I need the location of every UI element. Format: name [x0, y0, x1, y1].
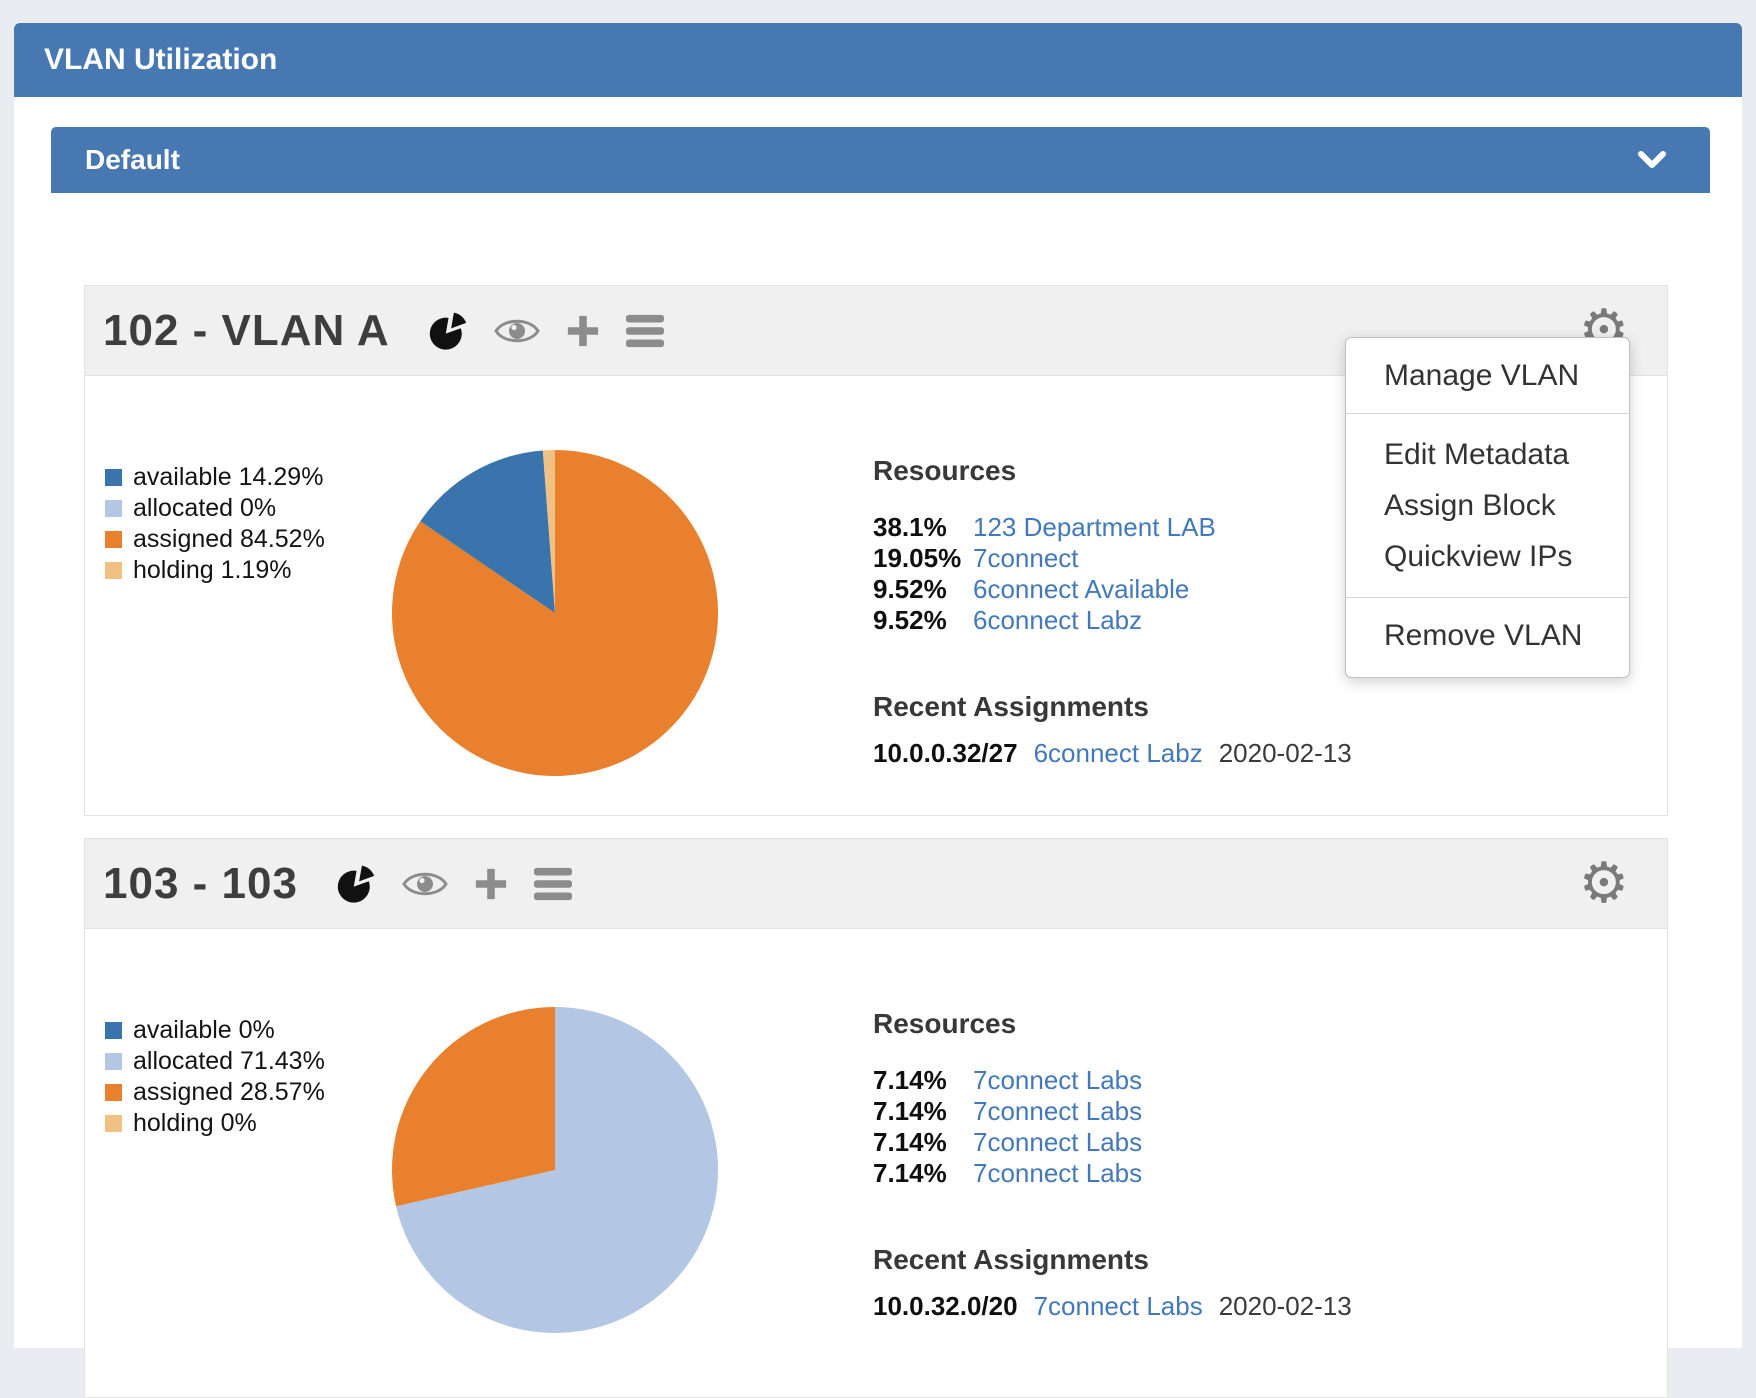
- assignment-row: 10.0.32.0/20 7connect Labs 2020-02-13: [873, 1291, 1352, 1322]
- legend-item-available: available 0%: [105, 1015, 325, 1046]
- resource-link[interactable]: 7connect Labs: [973, 1158, 1143, 1188]
- legend-item-holding: holding 0%: [105, 1108, 325, 1139]
- vlan-card-title: 102 - VLAN A: [103, 305, 390, 355]
- resource-percent: 7.14%: [873, 1096, 947, 1126]
- legend-item-holding: holding 1.19%: [105, 555, 325, 586]
- assignment-row: 10.0.0.32/27 6connect Labz 2020-02-13: [873, 738, 1352, 769]
- legend-item-assigned: assigned 28.57%: [105, 1077, 325, 1108]
- utilization-pie-chart: [391, 1007, 718, 1333]
- resource-link[interactable]: 7connect Labs: [973, 1065, 1143, 1095]
- available-swatch: [105, 469, 122, 486]
- resource-row: 9.52% 6connect Available: [873, 574, 1352, 605]
- resource-row: 7.14% 7connect Labs: [873, 1096, 1352, 1127]
- resource-row: 7.14% 7connect Labs: [873, 1065, 1352, 1096]
- vlan-card-103: 103 - 103 ⚙: [84, 838, 1668, 1398]
- pie-chart-icon[interactable]: [428, 311, 468, 351]
- default-group-header: Default: [51, 127, 1710, 193]
- assignment-link[interactable]: 6connect Labz: [1033, 738, 1203, 768]
- recent-assignments-heading: Recent Assignments: [873, 691, 1149, 722]
- menu-item-remove-vlan[interactable]: Remove VLAN: [1384, 619, 1583, 652]
- page-title: VLAN Utilization: [44, 43, 278, 76]
- resource-row: 19.05% 7connect: [873, 543, 1352, 574]
- resource-link[interactable]: 7connect Labs: [973, 1096, 1143, 1126]
- allocated-swatch: [105, 500, 122, 517]
- resource-link[interactable]: 123 Department LAB: [973, 512, 1216, 542]
- gear-icon[interactable]: ⚙: [1578, 850, 1629, 916]
- holding-swatch: [105, 562, 122, 579]
- menu-divider: [1346, 413, 1629, 414]
- resource-link[interactable]: 6connect Available: [973, 574, 1190, 604]
- menu-item-quickview-ips[interactable]: Quickview IPs: [1384, 540, 1573, 573]
- menu-item-edit-metadata[interactable]: Edit Metadata: [1384, 438, 1570, 471]
- assignment-link[interactable]: 7connect Labs: [1033, 1291, 1203, 1321]
- eye-icon[interactable]: [493, 314, 540, 348]
- resource-percent: 38.1%: [873, 512, 947, 542]
- legend-label: available 0%: [133, 1016, 275, 1044]
- resource-row: 9.52% 6connect Labz: [873, 605, 1352, 636]
- legend-item-available: available 14.29%: [105, 462, 325, 493]
- plus-icon[interactable]: [474, 867, 508, 901]
- assignment-cidr: 10.0.32.0/20: [873, 1291, 1018, 1321]
- list-menu-icon[interactable]: [533, 867, 572, 901]
- assignment-date: 2020-02-13: [1218, 738, 1352, 768]
- utilization-pie-chart: [391, 450, 718, 776]
- group-title: Default: [85, 144, 180, 175]
- menu-item-assign-block[interactable]: Assign Block: [1384, 489, 1556, 522]
- resources-section: Resources 38.1% 123 Department LAB 19.05%…: [873, 454, 1352, 769]
- legend-label: allocated 71.43%: [133, 1047, 325, 1075]
- menu-group: Edit Metadata Assign Block Quickview IPs: [1346, 414, 1629, 597]
- resource-link[interactable]: 7connect: [973, 543, 1079, 573]
- holding-swatch: [105, 1115, 122, 1132]
- legend-item-allocated: allocated 0%: [105, 493, 325, 524]
- resource-percent: 7.14%: [873, 1127, 947, 1157]
- resource-row: 7.14% 7connect Labs: [873, 1127, 1352, 1158]
- resource-percent: 19.05%: [873, 543, 962, 573]
- resource-row: 38.1% 123 Department LAB: [873, 512, 1352, 543]
- vlan-card-103-header: 103 - 103 ⚙: [85, 839, 1667, 929]
- menu-item-manage-vlan[interactable]: Manage VLAN: [1384, 359, 1580, 392]
- assignment-date: 2020-02-13: [1218, 1291, 1352, 1321]
- legend-label: holding 0%: [133, 1109, 257, 1137]
- assignment-cidr: 10.0.0.32/27: [873, 738, 1018, 768]
- panel-header: VLAN Utilization: [14, 23, 1742, 97]
- plus-icon[interactable]: [566, 314, 600, 348]
- legend-label: allocated 0%: [133, 494, 277, 522]
- menu-divider: [1346, 597, 1629, 598]
- legend-label: assigned 84.52%: [133, 525, 325, 553]
- vlan-card-title: 103 - 103: [103, 858, 298, 908]
- recent-assignments-heading: Recent Assignments: [873, 1244, 1149, 1275]
- resource-percent: 7.14%: [873, 1065, 947, 1095]
- resource-percent: 9.52%: [873, 605, 947, 635]
- vlan-actions-menu: Manage VLAN Edit Metadata Assign Block Q…: [1345, 337, 1630, 678]
- vlan-utilization-page: { "colors": { "header_blue": "#4878b2", …: [14, 23, 1742, 1398]
- resources-heading: Resources: [873, 455, 1017, 486]
- list-menu-icon[interactable]: [625, 314, 664, 348]
- resources-section: Resources 7.14% 7connect Labs 7.14% 7conne…: [873, 1007, 1352, 1322]
- legend-item-assigned: assigned 84.52%: [105, 524, 325, 555]
- resource-row: 7.14% 7connect Labs: [873, 1158, 1352, 1189]
- legend-label: holding 1.19%: [133, 556, 292, 584]
- collapse-chevron-down-icon[interactable]: [1638, 151, 1666, 169]
- legend-label: assigned 28.57%: [133, 1078, 325, 1106]
- pie-legend: available 0% allocated 71.43% assigned 2…: [105, 1015, 325, 1139]
- resource-percent: 7.14%: [873, 1158, 947, 1188]
- resource-link[interactable]: 7connect Labs: [973, 1127, 1143, 1157]
- legend-item-allocated: allocated 71.43%: [105, 1046, 325, 1077]
- eye-icon[interactable]: [402, 867, 448, 901]
- resource-link[interactable]: 6connect Labz: [973, 605, 1143, 635]
- legend-label: available 14.29%: [133, 463, 324, 491]
- assigned-swatch: [105, 531, 122, 548]
- vlan-card-102-body: available 14.29% allocated 0% assigned 8…: [85, 376, 1667, 816]
- pie-legend: available 14.29% allocated 0% assigned 8…: [105, 462, 325, 586]
- pie-chart-icon[interactable]: [336, 864, 376, 904]
- allocated-swatch: [105, 1053, 122, 1070]
- available-swatch: [105, 1022, 122, 1039]
- resource-percent: 9.52%: [873, 574, 947, 604]
- assigned-swatch: [105, 1084, 122, 1101]
- resources-heading: Resources: [873, 1008, 1017, 1039]
- vlan-card-103-body: available 0% allocated 71.43% assigned 2…: [85, 929, 1667, 1369]
